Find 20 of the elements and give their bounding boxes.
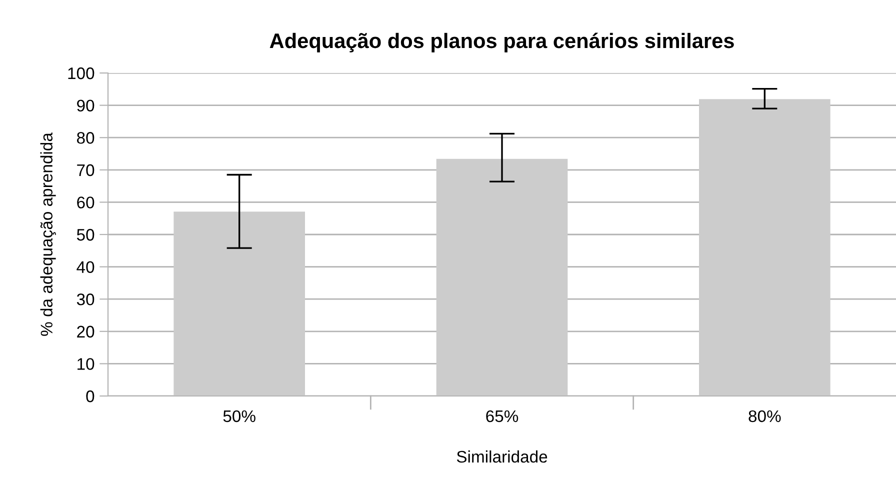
bar bbox=[174, 212, 305, 396]
y-tick-label: 10 bbox=[78, 358, 94, 370]
y-tick-label: 50 bbox=[76, 228, 94, 241]
y-tick-label: 40 bbox=[76, 261, 94, 274]
y-tick-label: 60 bbox=[77, 196, 94, 208]
y-tick-label: 70 bbox=[77, 164, 94, 176]
y-tick-label: 100 bbox=[68, 67, 94, 80]
bar bbox=[436, 158, 568, 396]
y-tick-label: 20 bbox=[77, 326, 94, 338]
y-tick-label: 0 bbox=[86, 390, 94, 402]
x-tick-label: 80% bbox=[748, 410, 781, 422]
x-tick-label: 65% bbox=[486, 410, 518, 422]
y-tick-label: 90 bbox=[77, 100, 94, 112]
x-axis-title: Similaridade bbox=[456, 450, 548, 463]
chart-title: Adequação dos planos para cenários similares bbox=[270, 32, 734, 52]
y-tick-label: 30 bbox=[76, 294, 94, 306]
x-tick-label: 50% bbox=[223, 410, 256, 422]
y-axis-title: % da adequação aprendida bbox=[40, 132, 56, 336]
y-tick-label: 80 bbox=[76, 132, 94, 144]
bar bbox=[699, 99, 830, 396]
